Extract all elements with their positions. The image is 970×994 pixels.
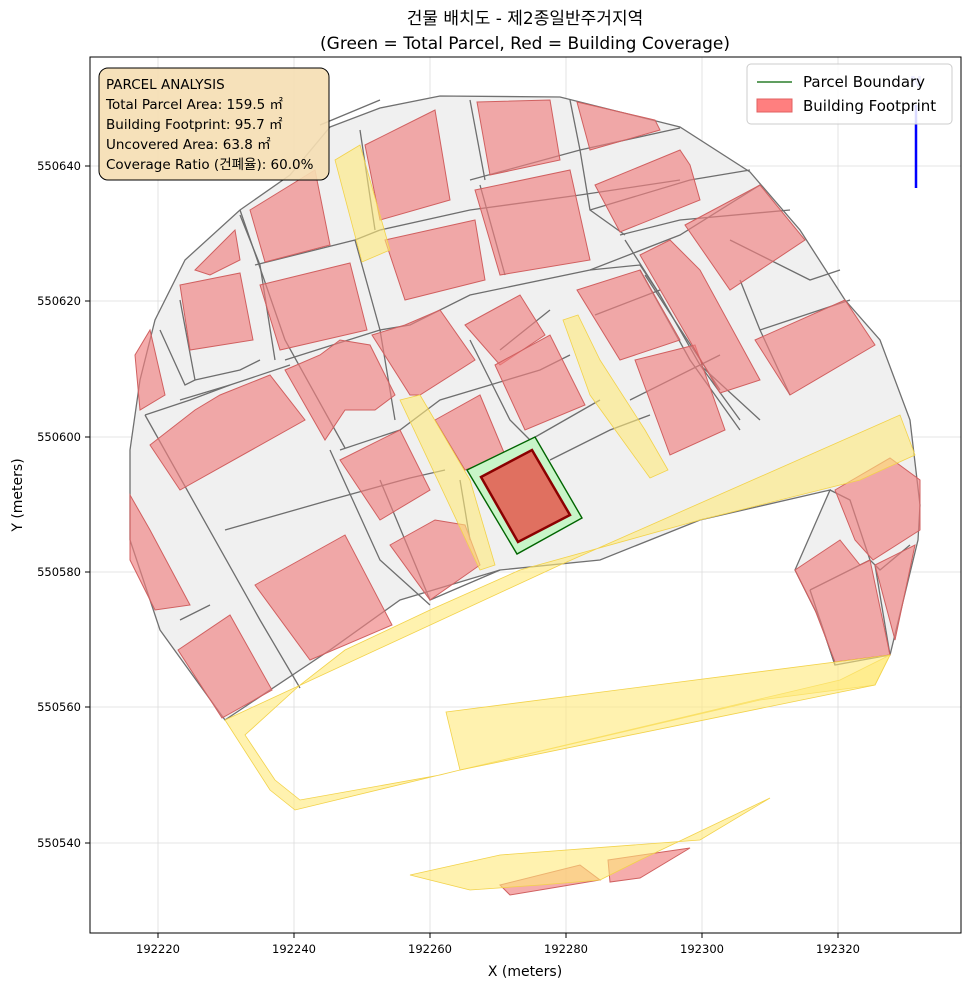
legend-building-label: Building Footprint [803, 97, 936, 115]
building-footprints [129, 99, 921, 896]
y-tick-label: 550580 [37, 565, 81, 579]
info-footprint: Building Footprint: 95.7 ㎡ [106, 117, 283, 133]
x-tick-label: 192220 [136, 942, 180, 956]
subject-building-footprint [479, 448, 572, 544]
y-tick-label: 550600 [37, 430, 81, 444]
plot-frame [89, 56, 962, 934]
legend: Parcel Boundary Building Footprint [746, 63, 953, 125]
info-uncovered: Uncovered Area: 63.8 ㎡ [106, 137, 271, 153]
y-ticks [85, 165, 90, 844]
x-tick-label: 192300 [680, 942, 724, 956]
x-ticks [157, 933, 839, 938]
parcel-analysis-box: PARCEL ANALYSIS Total Parcel Area: 159.5… [98, 67, 330, 181]
x-tick-label: 192280 [544, 942, 588, 956]
legend-building-swatch [756, 98, 793, 113]
info-coverage-ratio: Coverage Ratio (건폐율): 60.0% [106, 157, 314, 173]
y-tick-label: 550540 [37, 836, 81, 850]
road-areas [224, 144, 916, 891]
info-total-area: Total Parcel Area: 159.5 ㎡ [105, 97, 283, 113]
x-tick-label: 192320 [816, 942, 860, 956]
chart-title-line1: 건물 배치도 - 제2종일반주거지역 [407, 9, 643, 29]
info-heading: PARCEL ANALYSIS [106, 77, 225, 93]
x-tick-label: 192260 [408, 942, 452, 956]
x-tick-label: 192240 [272, 942, 316, 956]
y-axis-label: Y (meters) [10, 458, 26, 532]
y-tick-label: 550620 [37, 294, 81, 308]
x-axis-label: X (meters) [488, 964, 562, 980]
y-tick-label: 550640 [37, 159, 81, 173]
legend-parcel-label: Parcel Boundary [803, 73, 925, 91]
y-tick-label: 550560 [37, 700, 81, 714]
chart-title-line2: (Green = Total Parcel, Red = Building Co… [320, 34, 730, 54]
